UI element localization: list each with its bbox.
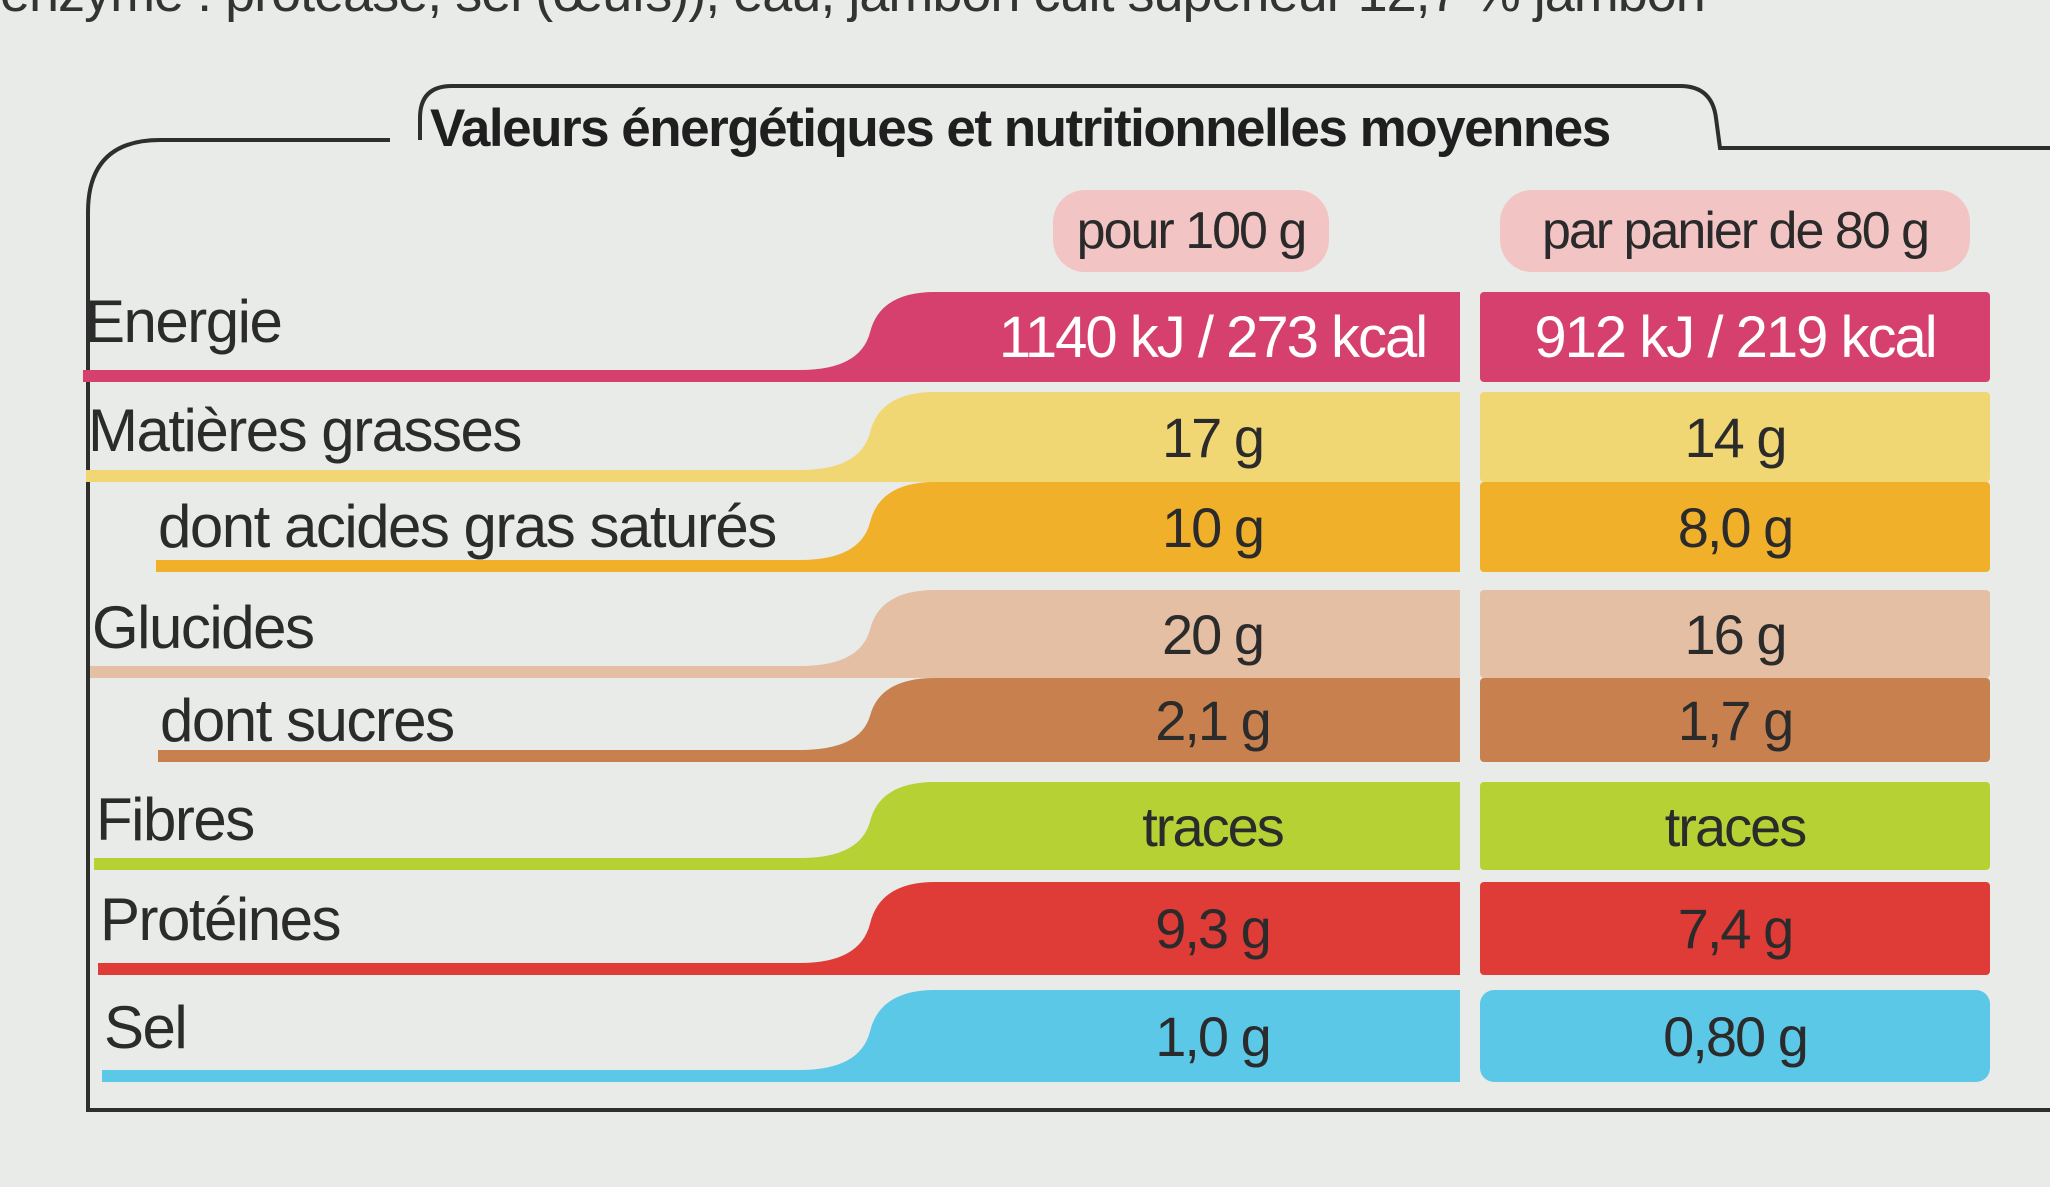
ingredients-text-fragment: enzyme : protéase, sel (œufs)), eau, jam… xyxy=(0,0,2050,24)
value-glucides-per-serving: 16 g xyxy=(1684,602,1788,666)
column-gap xyxy=(1460,990,1480,1082)
table-title: Valeurs énergétiques et nutritionnelles … xyxy=(430,99,1611,158)
band-matieres-grasses xyxy=(86,392,1460,482)
header-pill-per-serving xyxy=(1500,190,1970,272)
cell-bg-matieres-grasses-per-serving xyxy=(1480,392,1990,482)
column-gap xyxy=(1460,590,1480,678)
column-gap xyxy=(1460,292,1480,382)
row-label-glucides: Glucides xyxy=(92,594,315,661)
value-sel-per100: 1,0 g xyxy=(1155,1004,1272,1068)
column-gap xyxy=(1460,678,1480,762)
cell-bg-energie-per-serving xyxy=(1480,292,1990,382)
row-label-matieres-grasses: Matières grasses xyxy=(88,397,522,464)
value-fibres-per100: traces xyxy=(1142,794,1285,858)
band-energie xyxy=(83,292,1460,382)
cell-bg-dont-acides-gras-satures-per-serving xyxy=(1480,482,1990,572)
header-pill-per100 xyxy=(1053,190,1329,272)
column-header-per-serving: par panier de 80 g xyxy=(1541,202,1930,260)
band-dont-sucres xyxy=(158,678,1460,762)
value-dont-acides-gras-satures-per-serving: 8,0 g xyxy=(1677,495,1795,559)
value-sel-per-serving: 0,80 g xyxy=(1663,1004,1809,1068)
cell-bg-dont-sucres-per-serving xyxy=(1480,678,1990,762)
value-fibres-per-serving: traces xyxy=(1664,794,1808,858)
row-label-fibres: Fibres xyxy=(96,786,255,853)
column-gap xyxy=(1460,482,1480,572)
band-glucides xyxy=(90,590,1460,678)
value-matieres-grasses-per-serving: 14 g xyxy=(1684,405,1788,469)
column-gap xyxy=(1460,392,1480,482)
value-proteines-per-serving: 7,4 g xyxy=(1677,897,1795,960)
band-proteines xyxy=(98,882,1460,975)
band-sel xyxy=(102,990,1460,1082)
value-dont-sucres-per-serving: 1,7 g xyxy=(1677,688,1795,752)
row-label-dont-sucres: dont sucres xyxy=(160,687,455,754)
cell-bg-fibres-per-serving xyxy=(1480,782,1990,870)
value-dont-acides-gras-satures-per100: 10 g xyxy=(1162,495,1265,559)
cell-bg-sel-per-serving xyxy=(1480,990,1990,1082)
cell-bg-proteines-per-serving xyxy=(1480,882,1990,975)
value-proteines-per100: 9,3 g xyxy=(1155,897,1272,960)
column-header-per100: pour 100 g xyxy=(1076,202,1308,260)
value-dont-sucres-per100: 2,1 g xyxy=(1155,688,1272,752)
band-dont-acides-gras-satures xyxy=(156,482,1460,572)
row-label-energie: Energie xyxy=(85,288,283,355)
row-label-dont-acides-gras-satures: dont acides gras saturés xyxy=(158,493,777,560)
value-matieres-grasses-per100: 17 g xyxy=(1162,405,1265,469)
column-gap xyxy=(1460,782,1480,870)
cell-bg-glucides-per-serving xyxy=(1480,590,1990,678)
column-gap xyxy=(1460,882,1480,975)
row-label-proteines: Protéines xyxy=(100,886,341,953)
value-glucides-per100: 20 g xyxy=(1162,602,1265,666)
band-fibres xyxy=(94,782,1460,870)
row-label-sel: Sel xyxy=(104,994,188,1061)
value-energie-per100: 1140 kJ / 273 kcal xyxy=(998,304,1428,370)
value-energie-per-serving: 912 kJ / 219 kcal xyxy=(1534,304,1937,370)
